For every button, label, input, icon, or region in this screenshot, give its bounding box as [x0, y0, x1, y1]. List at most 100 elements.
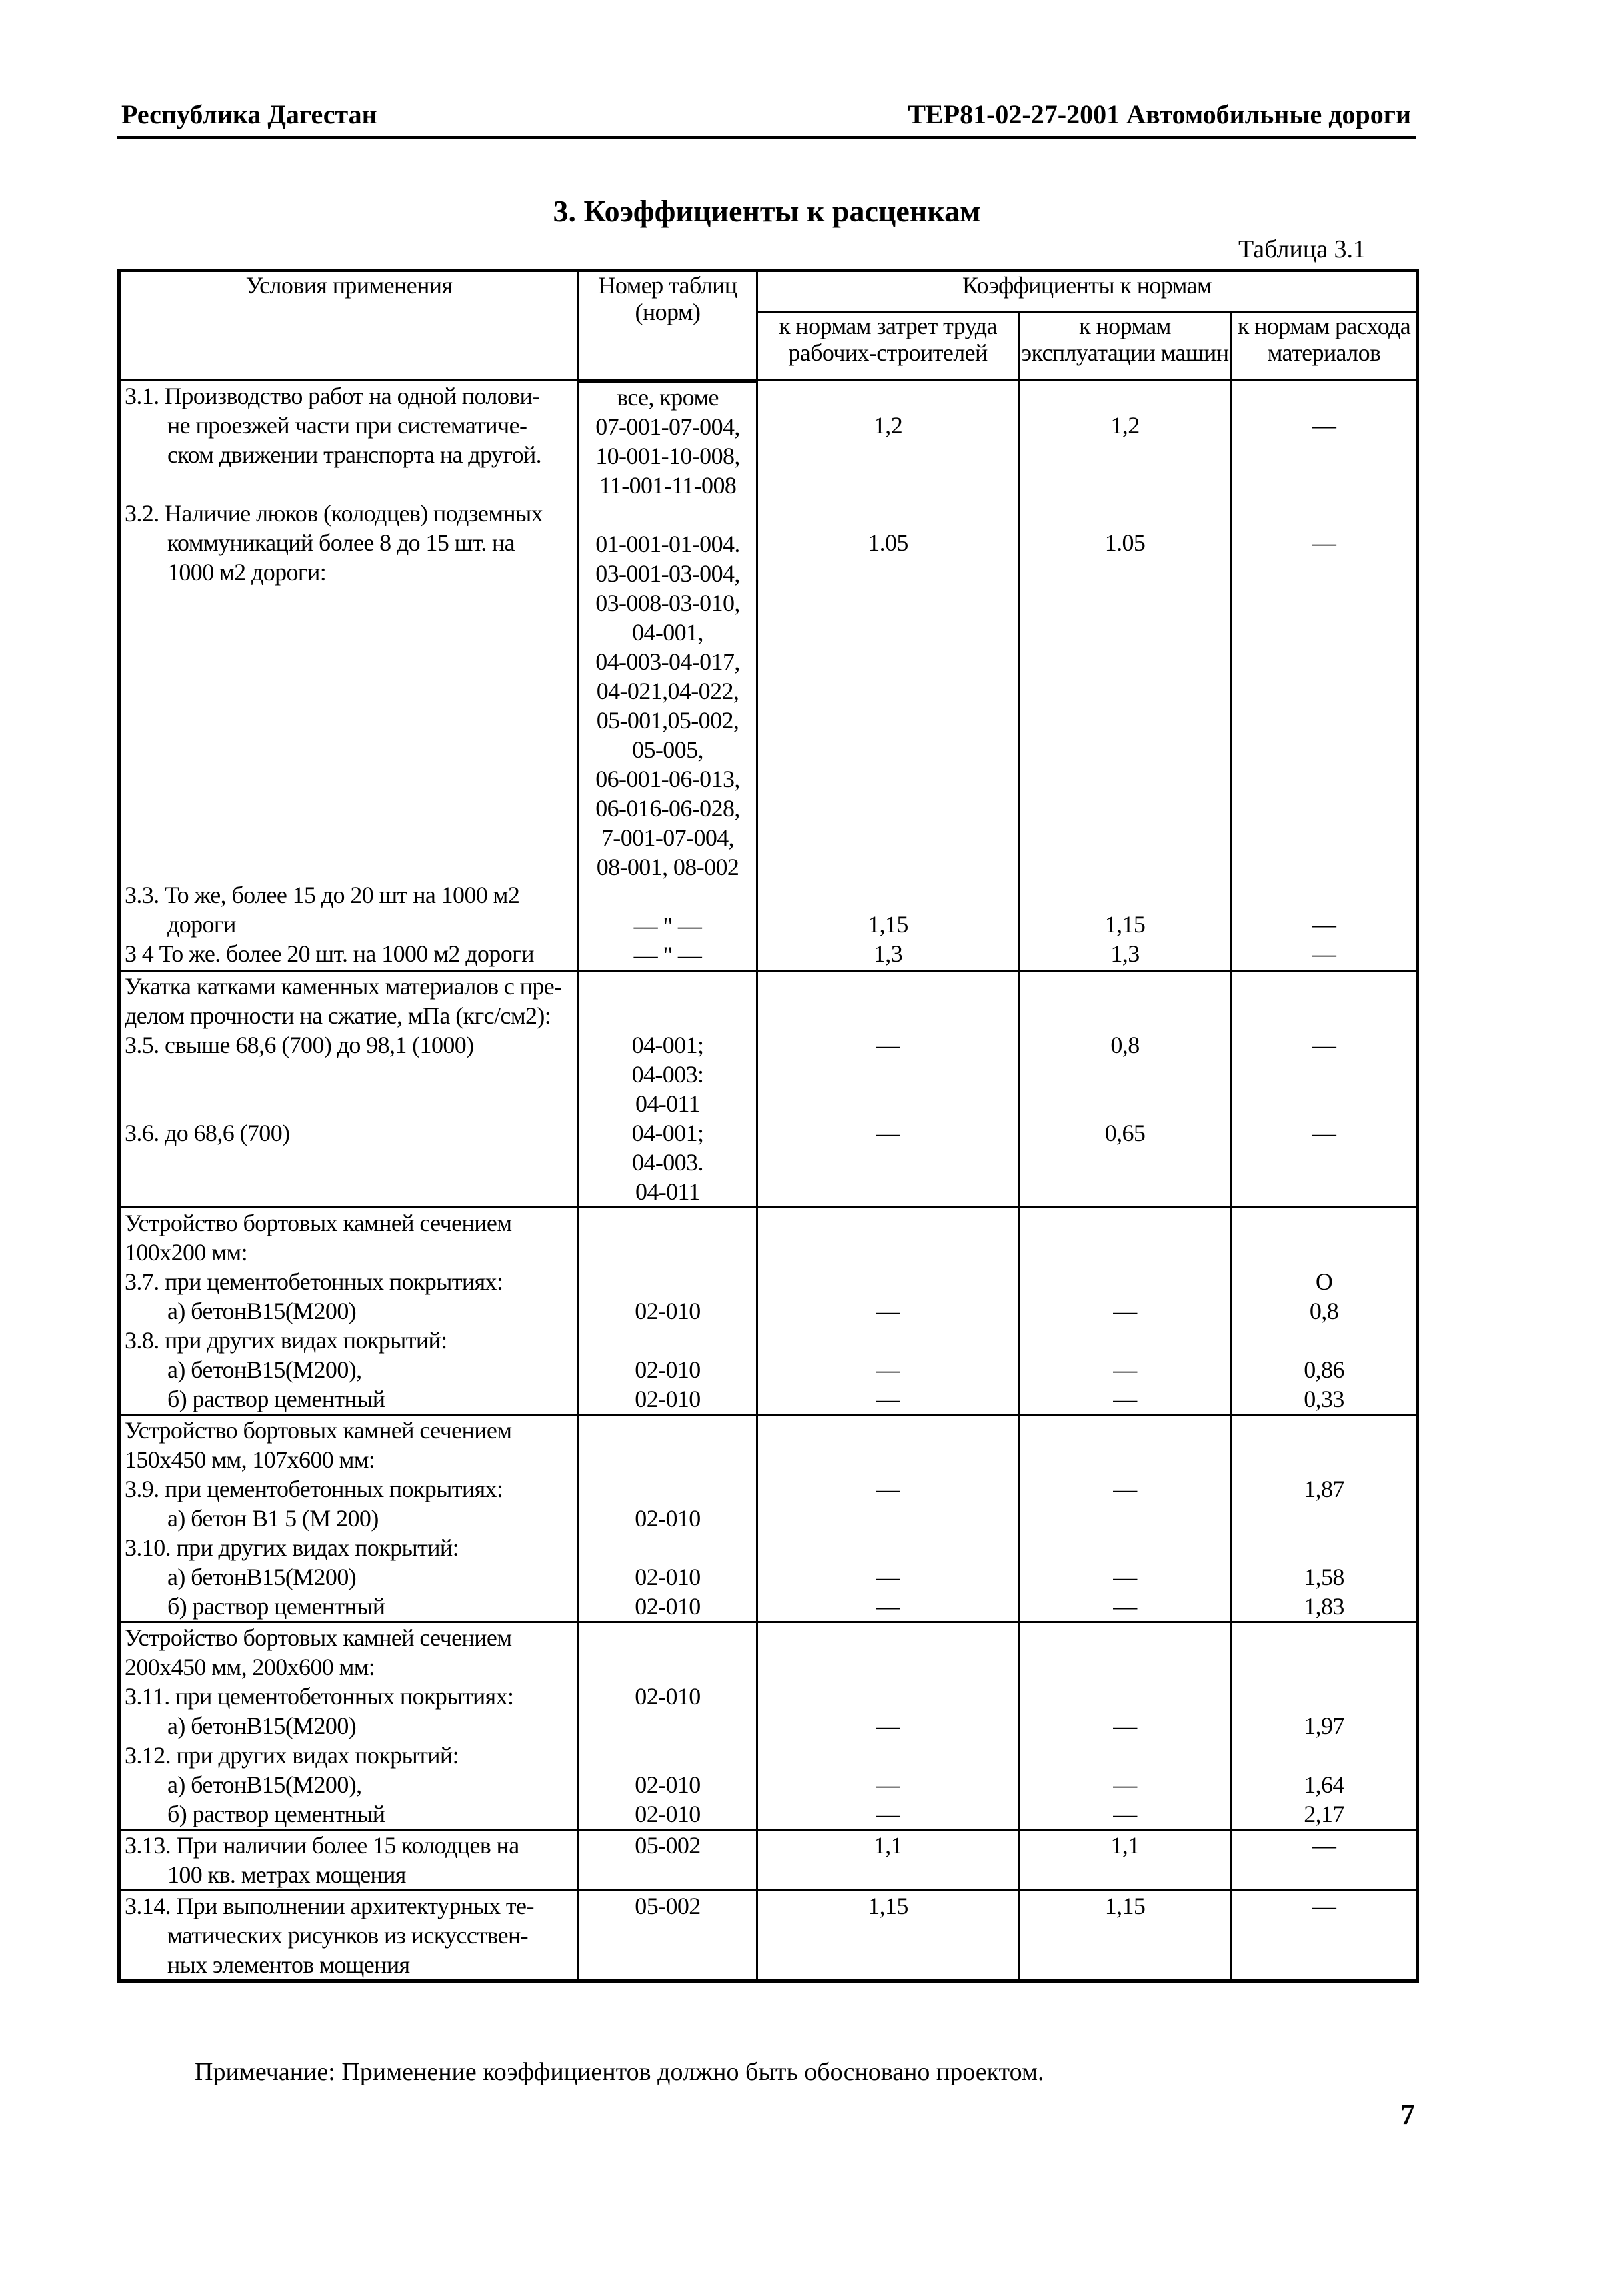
cell-coef-materials-line: — — [1312, 1831, 1336, 1859]
cell-coef-materials-line — [1232, 1860, 1416, 1889]
cell-condition-line — [121, 822, 577, 851]
cell-table-number-line: — " — — [633, 912, 702, 939]
cell-coef-labor-line: — — [876, 1119, 900, 1146]
cell-coef-machines-line — [1020, 763, 1230, 792]
cell-coef-machines-line — [1020, 1950, 1230, 1979]
cell-condition-line: 3.8. при других видах покрытий: — [125, 1326, 447, 1354]
cell-coef-materials: — — — [1230, 969, 1419, 1208]
cell-coef-materials-line: 0,8 — [1309, 1297, 1339, 1324]
cell-coef-labor: — — — — [756, 1620, 1020, 1831]
cell-table-number-line: 04-003-04-017, — [595, 648, 740, 675]
cell-coef-labor-line — [758, 1950, 1018, 1979]
cell-table-number-line: 02-010 — [635, 1504, 701, 1532]
cell-coef-machines: 0,8 0,65 — [1018, 969, 1232, 1208]
cell-coef-machines: 1,2 1.05 1,15 1,3 — [1018, 379, 1232, 972]
cell-table-number-line: 04-003: — [631, 1060, 704, 1088]
cell-condition-line: 200х450 мм, 200х600 мм: — [125, 1653, 375, 1680]
cell-table-number: 05-002 — [577, 1828, 758, 1891]
cell-condition-line — [121, 851, 577, 880]
cell-condition-line: 1000 м2 дороги: — [167, 559, 327, 586]
cell-condition: Устройство бортовых камней сечением 100х2… — [118, 1206, 579, 1416]
cell-table-number-line: 04-001; — [631, 1119, 704, 1146]
cell-coef-machines-line — [1020, 499, 1230, 528]
cell-coef-machines-line: — — [1113, 1592, 1137, 1620]
cell-coef-labor-line — [758, 1267, 1018, 1296]
cell-coef-materials-line — [1232, 557, 1416, 587]
cell-coef-machines-line — [1020, 646, 1230, 675]
cell-condition-line: б) раствор цементный — [167, 1592, 385, 1620]
cell-table-number-line — [579, 1652, 756, 1682]
cell-condition-line — [121, 792, 577, 822]
cell-coef-machines: — — — — [1018, 1206, 1232, 1416]
cell-table-number-line: все, кроме — [617, 383, 719, 411]
cell-coef-materials-line — [1232, 851, 1416, 880]
cell-coef-labor-line — [758, 1416, 1018, 1445]
header-divider — [117, 136, 1416, 139]
cell-table-number-line: 04-011 — [635, 1178, 701, 1205]
cell-coef-machines-line: — — [1113, 1563, 1137, 1590]
cell-table-number-line — [579, 1950, 756, 1979]
cell-coef-materials-line: 0,86 — [1304, 1356, 1344, 1383]
cell-coef-machines-line — [1020, 1326, 1230, 1355]
cell-coef-machines-line — [1020, 1238, 1230, 1267]
cell-condition-line: а) бетонВ15(М200) — [167, 1712, 357, 1739]
cell-coef-machines-line: 1.05 — [1104, 529, 1146, 556]
cell-coef-labor-line: — — [876, 1475, 900, 1502]
header-materials: к нормам расхода материалов — [1230, 311, 1419, 381]
cell-condition-line — [121, 763, 577, 792]
cell-table-number-line — [579, 1267, 756, 1296]
cell-table-number-line — [579, 1741, 756, 1770]
cell-coef-labor-line: — — [876, 1712, 900, 1739]
cell-coef-materials-line — [1232, 822, 1416, 851]
table-row-group: Укатка катками каменных материалов с пре… — [118, 969, 1419, 1208]
cell-table-number-line — [579, 1533, 756, 1562]
cell-coef-materials-line — [1232, 763, 1416, 792]
cell-table-number-line: 06-001-06-013, — [595, 765, 740, 792]
cell-coef-labor-line: — — [876, 1297, 900, 1324]
cell-coef-labor-line — [758, 1623, 1018, 1652]
cell-coef-materials-line — [1232, 792, 1416, 822]
cell-coef-labor-line — [758, 587, 1018, 616]
cell-coef-materials-line — [1232, 1238, 1416, 1267]
cell-table-number-line — [579, 1623, 756, 1652]
cell-coef-machines-line — [1020, 1652, 1230, 1682]
cell-coef-materials-line: — — [1312, 1031, 1336, 1058]
cell-table-number-line: 02-010 — [635, 1800, 701, 1827]
cell-coef-machines-line — [1020, 1504, 1230, 1533]
cell-condition-line: матических рисунков из искусствен- — [167, 1921, 529, 1949]
cell-coef-materials-line — [1232, 1326, 1416, 1355]
cell-coef-materials-line — [1232, 1623, 1416, 1652]
cell-table-number-line: 02-010 — [635, 1385, 701, 1412]
cell-table-number: 02-010 02-010 02-010 — [577, 1620, 758, 1831]
cell-condition-line: коммуникаций более 8 до 15 шт. на — [167, 529, 515, 556]
cell-coef-labor: 1,2 1.05 1,15 1,3 — [756, 379, 1020, 972]
cell-coef-labor-line: — — [876, 1563, 900, 1590]
cell-condition-line — [121, 1148, 577, 1177]
cell-condition: Устройство бортовых камней сечением 150х4… — [118, 1413, 579, 1623]
cell-coef-labor-line — [758, 381, 1018, 411]
cell-coef-labor-line — [758, 557, 1018, 587]
cell-coef-materials-line: 1,58 — [1304, 1563, 1344, 1590]
cell-coef-machines-line — [1020, 440, 1230, 469]
cell-condition-line: Устройство бортовых камней сечением — [125, 1209, 512, 1236]
cell-coef-materials-line: — — [1312, 529, 1336, 556]
cell-condition-line: а) бетонВ15(М200) — [167, 1297, 357, 1324]
cell-coef-materials-line: — — [1312, 1892, 1336, 1919]
cell-coef-materials-line — [1232, 381, 1416, 411]
cell-table-number-line — [579, 500, 756, 529]
cell-condition: Укатка катками каменных материалов с пре… — [118, 969, 579, 1208]
cell-coef-materials-line — [1232, 1652, 1416, 1682]
cell-coef-labor-line — [758, 1652, 1018, 1682]
cell-coef-machines-line — [1020, 822, 1230, 851]
cell-coef-materials-line — [1232, 1741, 1416, 1770]
cell-table-number: 02-010 02-010 02-010 — [577, 1206, 758, 1416]
cell-coef-materials: — — [1230, 1889, 1419, 1982]
cell-coef-machines-line — [1020, 1623, 1230, 1652]
table-subheader-row: к нормам затрет труда рабочих-строителей… — [119, 311, 1419, 381]
cell-table-number-line: 06-016-06-028, — [595, 794, 740, 822]
cell-coef-machines-line — [1020, 1208, 1230, 1238]
cell-coef-materials-line — [1232, 1682, 1416, 1711]
cell-coef-labor-line — [758, 880, 1018, 910]
cell-coef-machines-line — [1020, 1416, 1230, 1445]
cell-coef-materials-line: 0,33 — [1304, 1385, 1344, 1412]
